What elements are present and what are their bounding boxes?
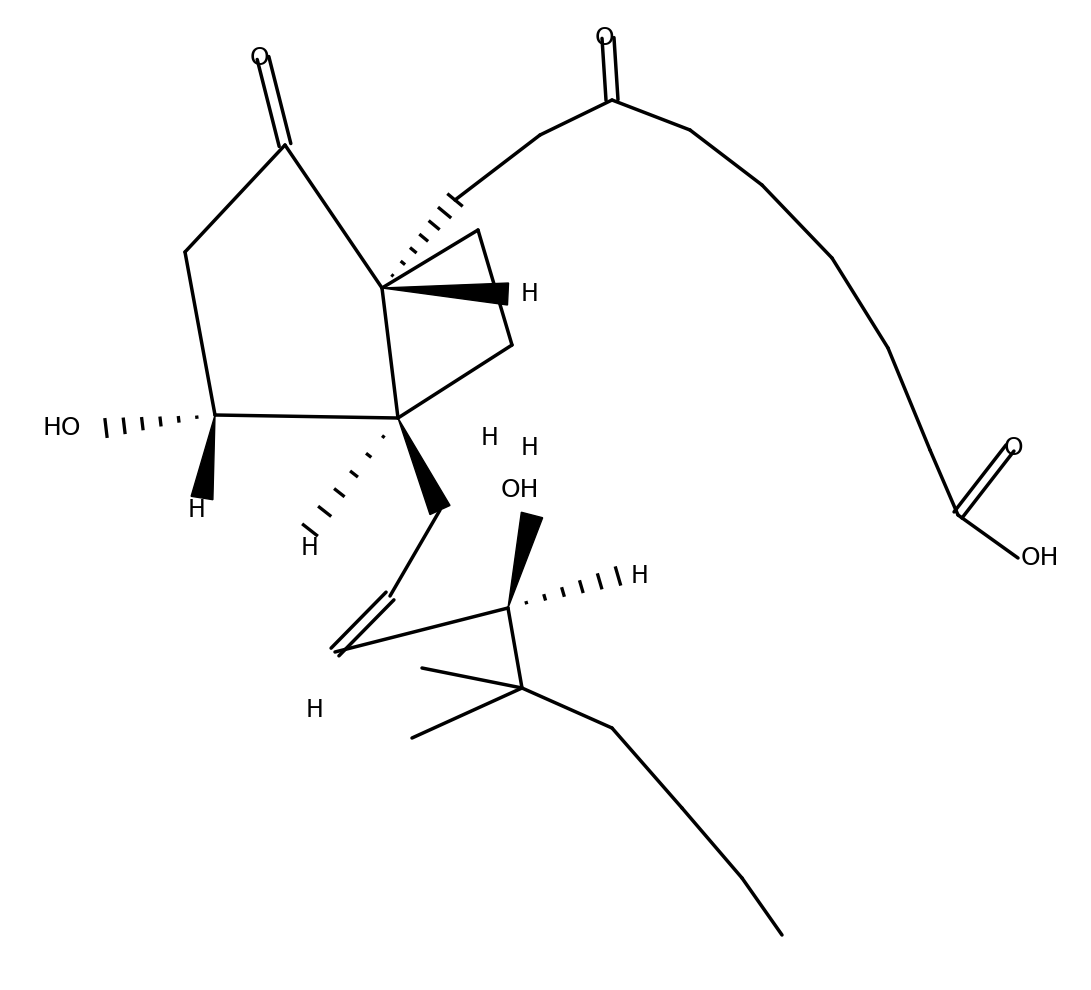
Polygon shape (508, 512, 542, 608)
Text: H: H (521, 282, 539, 306)
Text: HO: HO (43, 416, 81, 440)
Text: O: O (1004, 436, 1023, 460)
Text: H: H (521, 436, 539, 460)
Text: H: H (188, 498, 206, 522)
Polygon shape (382, 283, 508, 305)
Text: OH: OH (1021, 546, 1059, 570)
Text: H: H (307, 698, 324, 722)
Polygon shape (398, 418, 449, 515)
Text: H: H (481, 426, 499, 450)
Text: O: O (249, 46, 268, 70)
Polygon shape (191, 415, 215, 500)
Text: OH: OH (501, 478, 539, 502)
Text: H: H (631, 564, 649, 588)
Text: O: O (595, 26, 614, 50)
Text: H: H (301, 536, 319, 560)
